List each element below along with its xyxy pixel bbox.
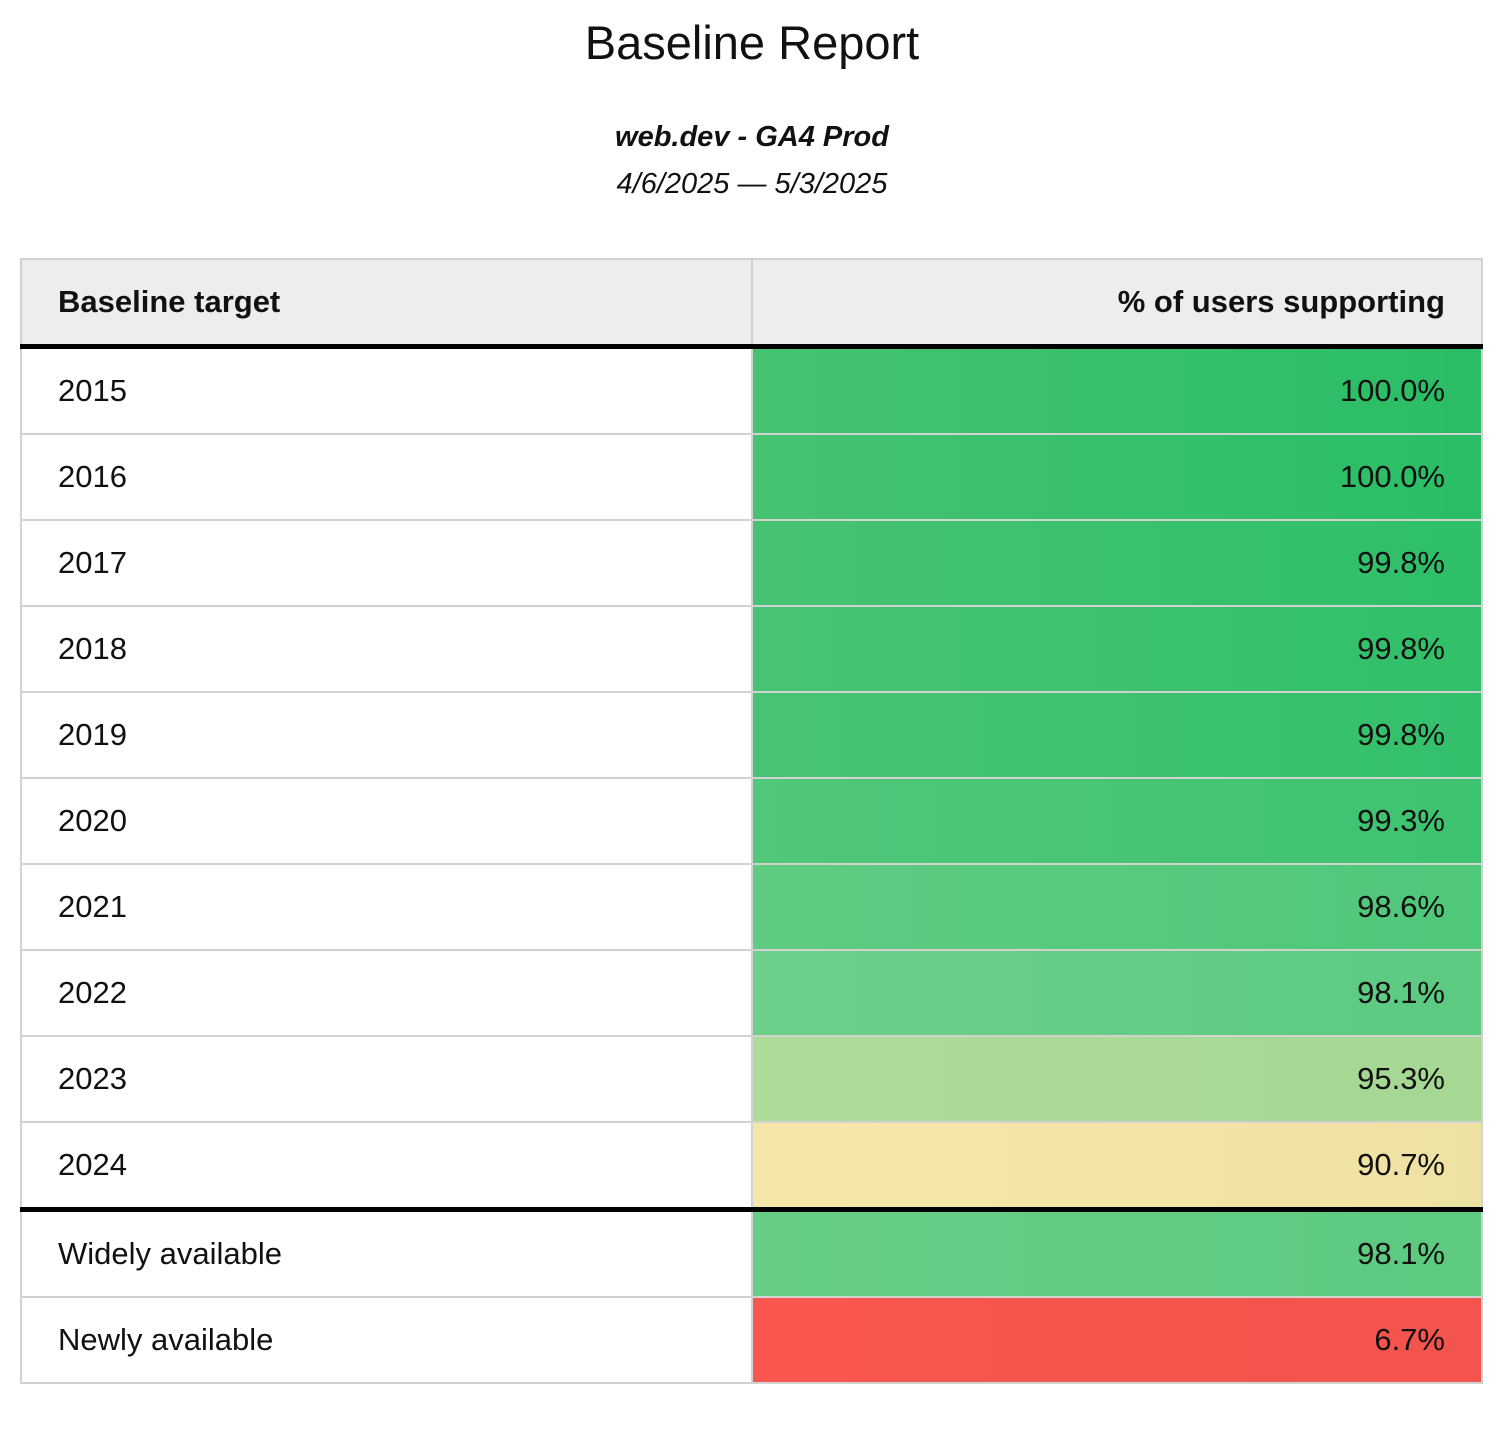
baseline-target-cell: 2023 (20, 1034, 753, 1123)
table-row: 2024 90.7% (20, 1120, 1483, 1211)
baseline-target-cell: 2024 (20, 1120, 753, 1211)
baseline-target-cell: 2015 (20, 345, 753, 435)
support-percentage-cell: 90.7% (750, 1120, 1483, 1211)
table-row: 2015 100.0% (20, 345, 1483, 435)
support-percentage-cell: 6.7% (750, 1295, 1483, 1384)
column-header-baseline-target: Baseline target (20, 257, 753, 349)
baseline-target-cell: 2021 (20, 862, 753, 951)
table-row: 2018 99.8% (20, 604, 1483, 693)
baseline-target-cell: 2018 (20, 604, 753, 693)
support-percentage-cell: 95.3% (750, 1034, 1483, 1123)
support-percentage-cell: 99.8% (750, 604, 1483, 693)
support-percentage-cell: 98.6% (750, 862, 1483, 951)
support-percentage-cell: 99.3% (750, 776, 1483, 865)
baseline-table: Baseline target % of users supporting 20… (20, 257, 1483, 1384)
baseline-target-cell: 2022 (20, 948, 753, 1037)
baseline-target-cell: Newly available (20, 1295, 753, 1384)
table-row: Newly available 6.7% (20, 1295, 1483, 1384)
table-row: 2019 99.8% (20, 690, 1483, 779)
baseline-report-page: Baseline Report web.dev - GA4 Prod 4/6/2… (0, 16, 1504, 1442)
support-percentage-cell: 98.1% (750, 1206, 1483, 1298)
table-row: 2016 100.0% (20, 432, 1483, 521)
support-percentage-cell: 98.1% (750, 948, 1483, 1037)
baseline-target-cell: 2019 (20, 690, 753, 779)
support-percentage-cell: 99.8% (750, 518, 1483, 607)
table-body: 2015 100.0% 2016 100.0% 2017 99.8% 2018 99.8% 20… (20, 345, 1483, 1384)
table-row: 2017 99.8% (20, 518, 1483, 607)
baseline-target-cell: 2017 (20, 518, 753, 607)
table-row: 2022 98.1% (20, 948, 1483, 1037)
baseline-target-cell: Widely available (20, 1206, 753, 1298)
report-date-range: 4/6/2025 — 5/3/2025 (616, 167, 888, 200)
table-header-row: Baseline target % of users supporting (20, 257, 1483, 349)
report-property-name: web.dev - GA4 Prod (615, 121, 889, 154)
table-row: 2023 95.3% (20, 1034, 1483, 1123)
baseline-target-cell: 2020 (20, 776, 753, 865)
support-percentage-cell: 99.8% (750, 690, 1483, 779)
baseline-target-cell: 2016 (20, 432, 753, 521)
support-percentage-cell: 100.0% (750, 432, 1483, 521)
table-row: 2021 98.6% (20, 862, 1483, 951)
report-title: Baseline Report (584, 16, 920, 69)
column-header-users-supporting: % of users supporting (750, 257, 1483, 349)
table-row: 2020 99.3% (20, 776, 1483, 865)
support-percentage-cell: 100.0% (750, 345, 1483, 435)
table-row: Widely available 98.1% (20, 1206, 1483, 1298)
